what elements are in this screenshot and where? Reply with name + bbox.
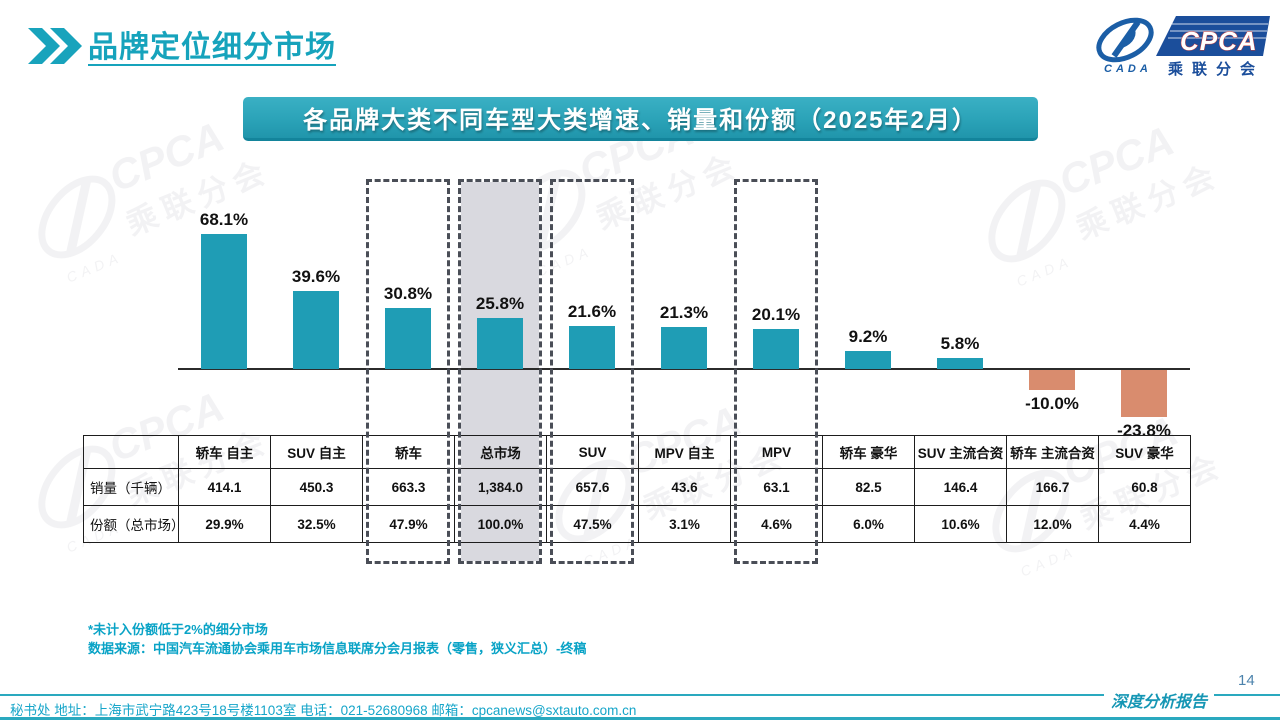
table-cell: 166.7 [1006,468,1099,506]
table-cell: 43.6 [638,468,731,506]
bar-value-label: 5.8% [940,334,980,353]
table-cell: 60.8 [1098,468,1191,506]
page-title: 品牌定位细分市场 [88,31,336,64]
bar-0 [201,234,247,369]
bar-value-label: 21.3% [659,303,709,322]
footnote-2: 数据来源：中国汽车流通协会乘用车市场信息联席分会月报表（零售，狭义汇总）-终稿 [88,641,587,656]
logo-subtitle: 乘联分会 [1167,60,1264,76]
svg-text:CPCA: CPCA [102,113,230,201]
column-header: 轿车 主流合资 [1006,435,1099,469]
table-row: 销量（千辆） 414.1 450.3 663.3 1,384.0 657.6 43.6 63.… [83,468,1191,506]
footer-divider [0,694,1280,696]
table-cell: 82.5 [822,468,915,506]
bar-value-label: 30.8% [383,284,433,303]
footnote-1: *未计入份额低于2%的细分市场 [88,622,268,637]
row-label: 份额（总市场） [83,505,179,543]
table-cell: 47.9% [362,505,455,543]
table-corner-cell [83,435,179,469]
bar-6 [753,329,799,369]
table-cell: 4.6% [730,505,823,543]
table-cell: 1,384.0 [454,468,547,506]
table-cell: 32.5% [270,505,363,543]
row-label: 销量（千辆） [83,468,179,506]
column-header: SUV 豪华 [1098,435,1191,469]
table-row: 份额（总市场） 29.9% 32.5% 47.9% 100.0% 47.5% 3.1% 4.6… [83,505,1191,543]
highlight-box [550,179,634,564]
svg-text:乘联分会: 乘联分会 [1071,157,1225,246]
svg-text:CPCA: CPCA [1052,117,1180,205]
svg-text:CADA: CADA [64,249,125,286]
bar-8 [937,358,983,369]
table-cell: 4.4% [1098,505,1191,543]
bar-value-label: 21.6% [567,302,617,321]
svg-text:CADA: CADA [1018,543,1079,580]
footnotes: *未计入份额低于2%的细分市场 数据来源：中国汽车流通协会乘用车市场信息联席分会… [88,620,586,658]
bar-7 [845,351,891,369]
table-cell: 414.1 [178,468,271,506]
svg-text:CADA: CADA [1014,253,1075,290]
bar-value-label: 25.8% [475,294,525,313]
double-chevron-icon [28,28,82,64]
table-header-row: 轿车 自主 SUV 自主 轿车 总市场 SUV MPV 自主 MPV 轿车 豪华 SUV 主流合… [83,435,1191,469]
bottom-border [0,717,1280,720]
column-header: MPV 自主 [638,435,731,469]
bar-9 [1029,370,1075,390]
table-cell: 3.1% [638,505,731,543]
chart-title: 各品牌大类不同车型大类增速、销量和份额（2025年2月） [303,107,978,134]
column-header: 轿车 自主 [178,435,271,469]
bar-value-label: 68.1% [199,210,249,229]
cpca-logo: CADA CPCA 乘联分会 [1092,12,1270,81]
column-header: SUV 自主 [270,435,363,469]
bar-value-label: 39.6% [291,267,341,286]
cpca-text: CPCA [1180,26,1258,56]
bar-3 [477,318,523,369]
bar-4 [569,326,615,369]
highlight-box [366,179,450,564]
column-header: 轿车 [362,435,455,469]
highlight-box [734,179,818,564]
cada-text: CADA [1104,63,1152,75]
table-cell: 10.6% [914,505,1007,543]
column-header: SUV 主流合资 [914,435,1007,469]
page-number: 14 [1238,672,1255,689]
table-cell: 12.0% [1006,505,1099,543]
cada-emblem-icon [1096,17,1154,63]
footer-contact: 秘书处 地址：上海市武宁路423号18号楼1103室 电话：021-526809… [10,703,637,718]
chart-title-banner: 各品牌大类不同车型大类增速、销量和份额（2025年2月） [243,97,1038,141]
x-axis-line [178,368,1190,370]
bar-1 [293,291,339,369]
bar-10 [1121,370,1167,417]
cpca-banner-shape [1156,16,1270,56]
bar-2 [385,308,431,369]
column-header: 总市场 [454,435,547,469]
highlight-box [458,179,542,564]
report-type-label: 深度分析报告 [1104,688,1215,712]
column-header: MPV [730,435,823,469]
table-cell: 146.4 [914,468,1007,506]
bar-value-label: -10.0% [1025,394,1079,413]
bar-5 [661,327,707,369]
bar-value-label: 9.2% [848,327,888,346]
column-header: 轿车 豪华 [822,435,915,469]
data-table: 轿车 自主 SUV 自主 轿车 总市场 SUV MPV 自主 MPV 轿车 豪华 SUV 主流合… [83,435,1191,543]
table-cell: 100.0% [454,505,547,543]
table-cell: 6.0% [822,505,915,543]
table-cell: 450.3 [270,468,363,506]
table-cell: 29.9% [178,505,271,543]
bar-value-label: 20.1% [751,305,801,324]
